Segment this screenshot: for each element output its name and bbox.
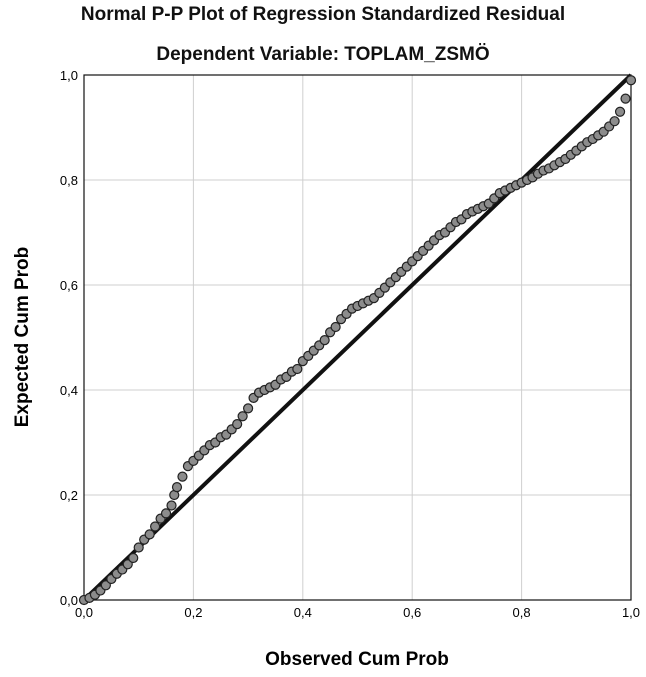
x-tick-label: 0,0 [75,605,93,620]
y-tick-label: 1,0 [60,68,78,83]
data-point [330,321,341,333]
data-point [609,116,620,127]
data-point [166,500,177,511]
y-tick-label: 0,0 [60,593,78,608]
y-tick-label: 0,2 [60,488,78,503]
data-point [144,529,155,540]
data-point [177,471,188,482]
y-tick-label: 0,6 [60,278,78,293]
data-point [150,521,161,532]
chart-title: Normal P-P Plot of Regression Standardiz… [80,4,566,25]
data-point [122,559,133,570]
x-tick-label: 0,4 [294,605,312,620]
data-point [160,508,172,519]
data-point [237,411,248,422]
data-point [133,542,144,553]
data-point [625,75,637,86]
plot-frame [83,74,632,601]
x-axis-label: Observed Cum Prob [265,649,449,670]
x-tick-label: 0,6 [403,605,421,620]
data-points [78,75,637,606]
data-point [614,106,626,117]
chart-subtitle: Dependent Variable: TOPLAM_ZSMÖ [156,44,490,65]
x-tick-label: 1,0 [622,605,640,620]
reference-line [82,73,633,602]
data-point [171,482,183,493]
data-point [292,363,303,375]
data-point [620,93,631,104]
data-point [243,403,254,414]
data-point [319,335,330,346]
data-point [128,552,139,564]
data-point [100,580,111,591]
grid [84,75,631,600]
x-tick-label: 0,2 [184,605,202,620]
tick-labels: 0,0 0,2 0,4 0,6 0,8 1,0 0,0 0,2 0,4 0,6 0,8 1,0 [60,68,640,620]
data-point [232,419,243,430]
y-tick-label: 0,4 [60,383,78,398]
y-tick-label: 0,8 [60,173,78,188]
x-tick-label: 0,8 [513,605,531,620]
y-axis-label: Expected Cum Prob [12,247,33,428]
